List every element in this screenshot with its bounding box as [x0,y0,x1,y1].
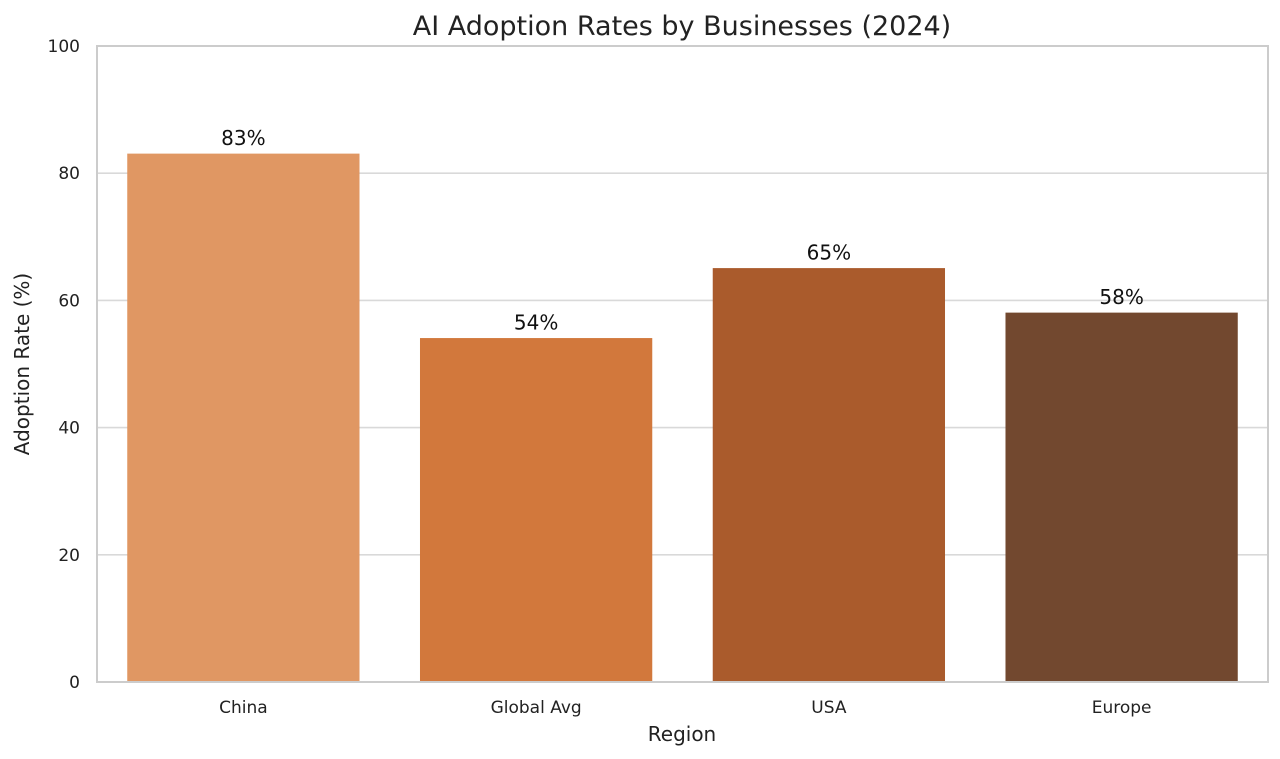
y-axis-label: Adoption Rate (%) [10,273,34,455]
bar-usa [712,268,946,683]
plot-border [96,45,1269,683]
data-labels: 83% 54% 65% 58% [221,126,1144,334]
x-tick-label: USA [811,698,847,718]
x-axis-ticks: China Global Avg USA Europe [219,698,1151,718]
y-tick-label: 0 [69,673,80,693]
data-label: 65% [807,241,851,265]
x-tick-label: Global Avg [491,698,582,718]
bar-europe [1005,312,1238,683]
chart-title: AI Adoption Rates by Businesses (2024) [413,11,951,42]
x-tick-label: Europe [1092,698,1152,718]
bars [127,153,1238,683]
y-tick-label: 60 [58,291,80,311]
plot-frame [96,45,1269,683]
y-tick-label: 40 [58,419,80,439]
bar-global-avg [419,338,653,683]
data-label: 54% [514,311,558,335]
x-tick-label: China [219,698,268,718]
y-axis-ticks: 0 20 40 60 80 100 [48,37,80,693]
x-axis-label: Region [648,722,716,746]
bar-china [127,153,360,683]
y-tick-label: 80 [58,164,80,184]
y-tick-label: 20 [58,546,80,566]
data-label: 58% [1099,285,1143,309]
y-tick-label: 100 [48,37,80,57]
data-label: 83% [221,126,265,150]
